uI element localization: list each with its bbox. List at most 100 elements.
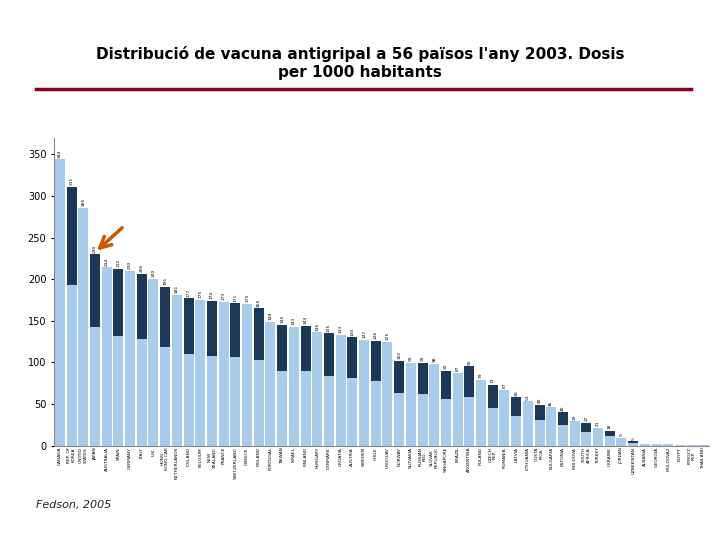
Text: 175: 175: [198, 290, 202, 298]
Bar: [500, 390, 510, 446]
Text: 102: 102: [397, 351, 401, 359]
Bar: [616, 438, 626, 446]
Text: 191: 191: [163, 276, 167, 285]
Text: 40: 40: [561, 405, 565, 410]
Text: 286: 286: [81, 198, 85, 206]
Text: 206: 206: [140, 264, 144, 273]
Bar: [253, 360, 264, 445]
Bar: [90, 254, 100, 327]
Text: 177: 177: [186, 288, 191, 296]
Bar: [593, 428, 603, 446]
Bar: [511, 397, 521, 416]
Bar: [581, 423, 591, 431]
Text: 5: 5: [631, 437, 635, 440]
Text: 21: 21: [596, 421, 600, 427]
Bar: [324, 376, 334, 446]
Text: 145: 145: [280, 315, 284, 323]
Bar: [347, 379, 357, 445]
Text: 18: 18: [608, 423, 612, 429]
Bar: [371, 381, 381, 446]
Text: 344: 344: [58, 150, 62, 158]
Bar: [277, 325, 287, 371]
Text: 214: 214: [104, 258, 109, 266]
Bar: [371, 341, 381, 381]
Bar: [125, 271, 135, 446]
Bar: [418, 363, 428, 394]
Text: 67: 67: [503, 383, 506, 388]
Text: 9: 9: [619, 434, 624, 436]
Text: 49: 49: [538, 397, 541, 403]
Bar: [663, 444, 673, 446]
Bar: [652, 444, 662, 445]
Text: 135: 135: [327, 323, 331, 332]
Bar: [78, 207, 89, 446]
Text: 90: 90: [444, 363, 448, 369]
Bar: [324, 333, 334, 376]
Bar: [66, 285, 76, 446]
Bar: [207, 301, 217, 356]
Text: 149: 149: [269, 312, 272, 320]
Bar: [382, 341, 392, 446]
Bar: [558, 412, 568, 425]
Text: 98: 98: [432, 357, 436, 362]
Bar: [102, 267, 112, 446]
Text: 212: 212: [117, 259, 120, 267]
Bar: [581, 431, 591, 446]
Text: 79: 79: [479, 373, 483, 378]
Bar: [219, 301, 229, 446]
Bar: [394, 393, 404, 446]
Text: 58: 58: [514, 390, 518, 396]
Bar: [487, 385, 498, 408]
Bar: [347, 338, 357, 379]
Text: 95: 95: [467, 359, 472, 365]
Text: 133: 133: [338, 325, 343, 333]
Bar: [605, 430, 615, 436]
Bar: [230, 357, 240, 446]
Bar: [160, 287, 170, 347]
Text: 27: 27: [585, 416, 588, 421]
Bar: [137, 274, 147, 339]
Bar: [523, 401, 533, 445]
Text: Distribució de vacuna antigripal a 56 països l'any 2003. Dosis: Distribució de vacuna antigripal a 56 pa…: [96, 46, 624, 62]
Bar: [558, 425, 568, 446]
Bar: [184, 354, 194, 446]
Text: per 1000 habitants: per 1000 habitants: [278, 65, 442, 80]
Bar: [230, 303, 240, 357]
Bar: [336, 335, 346, 446]
Text: 311: 311: [70, 177, 73, 185]
Bar: [487, 408, 498, 445]
Text: 181: 181: [175, 285, 179, 293]
Bar: [394, 361, 404, 393]
Bar: [628, 443, 638, 445]
Text: 200: 200: [151, 269, 156, 278]
Bar: [441, 370, 451, 399]
Text: 130: 130: [351, 327, 354, 336]
Bar: [453, 373, 463, 446]
Bar: [277, 371, 287, 446]
Text: 99: 99: [420, 356, 425, 361]
Text: 53: 53: [526, 394, 530, 400]
Bar: [429, 364, 439, 446]
Bar: [312, 332, 323, 446]
Text: 171: 171: [233, 293, 238, 301]
Bar: [300, 326, 310, 371]
Bar: [359, 340, 369, 446]
Bar: [184, 298, 194, 354]
Text: 29: 29: [572, 414, 577, 420]
Bar: [172, 295, 182, 446]
Bar: [605, 436, 615, 446]
Bar: [464, 396, 474, 446]
Bar: [253, 308, 264, 360]
Bar: [418, 394, 428, 446]
Text: 173: 173: [222, 292, 225, 300]
Text: Fedson, 2005: Fedson, 2005: [36, 500, 112, 510]
Text: 73: 73: [491, 377, 495, 383]
Bar: [289, 327, 299, 446]
Bar: [534, 420, 544, 445]
Bar: [148, 279, 158, 446]
Text: 165: 165: [257, 298, 261, 307]
Bar: [441, 399, 451, 446]
Bar: [464, 367, 474, 396]
Bar: [406, 363, 416, 445]
Bar: [160, 347, 170, 446]
